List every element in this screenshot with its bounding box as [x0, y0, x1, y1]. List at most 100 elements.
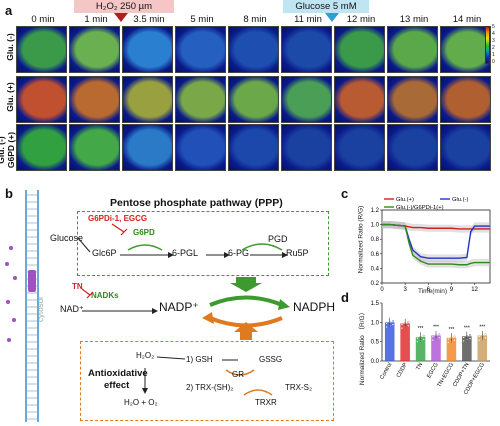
series-line	[382, 223, 490, 266]
time-label: 0 min	[31, 14, 55, 25]
colorbar-tick: 1	[492, 52, 495, 58]
pgd-text: PGD	[268, 234, 288, 244]
microscopy-tile	[281, 124, 332, 171]
data-point	[447, 341, 450, 344]
x-tick-label: 12	[471, 287, 478, 293]
y-tick-label: 0.4	[371, 266, 380, 272]
data-point	[462, 339, 465, 342]
ppp-title: Pentose phosphate pathway (PPP)	[110, 197, 283, 209]
microscopy-tile	[228, 124, 279, 171]
bar	[384, 322, 395, 361]
ppp-box	[77, 211, 329, 276]
microscopy-tile	[334, 26, 385, 73]
bar	[431, 335, 441, 361]
colorbar-tick: 0	[492, 59, 495, 65]
data-point	[422, 338, 425, 341]
microscopy-tile	[440, 26, 491, 73]
data-point	[477, 339, 481, 342]
x-tick-label: 3	[403, 287, 407, 293]
antioxidative-line1: Antioxidative	[88, 368, 148, 379]
legend-label: Glu.(-)	[452, 197, 468, 203]
y-tick-label: 1.0	[371, 320, 380, 326]
nadph-text: NADPH	[293, 300, 336, 314]
microscopy-tile	[175, 26, 226, 73]
data-point	[484, 336, 487, 339]
glucose-dots-icon	[5, 246, 17, 342]
data-point	[400, 327, 404, 330]
colorbar-tick: 3	[492, 38, 495, 44]
data-point	[431, 335, 434, 338]
antioxidative-line2: effect	[104, 380, 130, 391]
microscopy-tile	[69, 76, 120, 123]
microscopy-tile	[334, 124, 385, 171]
panel-b-label: b	[5, 186, 13, 201]
plot-frame	[381, 209, 491, 284]
data-point	[447, 337, 450, 341]
data-point	[385, 322, 388, 325]
panel-c-xlabel: Time(min)	[418, 288, 448, 295]
bar	[400, 323, 410, 361]
bar-chart: 1.51.00.50.0 Control CDDP***TN***EGCG***TN…	[371, 301, 490, 396]
microscopy-tile	[387, 26, 438, 73]
significance-stars: ***	[464, 325, 470, 331]
data-point	[453, 339, 456, 342]
x-tick-label: 9	[450, 287, 454, 293]
y-tick-label: 1.2	[371, 208, 380, 214]
h2o2-text: H₂O₂	[136, 351, 155, 360]
microscopy-tile	[334, 76, 385, 123]
colorbar-tick: 2	[492, 45, 495, 51]
data-point	[400, 323, 404, 326]
microscopy-tile	[440, 124, 491, 171]
nad-text: NAD⁺	[60, 304, 84, 314]
time-label: 3.5 min	[133, 14, 165, 25]
microscopy-tile	[228, 26, 279, 73]
y-tick-label: 0.2	[371, 281, 380, 287]
microscopy-tile	[122, 124, 173, 171]
glc6p-text: Glc6P	[92, 248, 117, 258]
microscopy-tile	[387, 76, 438, 123]
significance-stars: ***	[418, 326, 424, 332]
g6pd-label: G6PD	[133, 228, 155, 237]
microscopy-tile	[228, 76, 279, 123]
data-point	[407, 321, 410, 324]
microscopy-tile	[16, 76, 67, 123]
y-tick-label: 1.5	[371, 301, 380, 307]
error-band	[382, 220, 490, 233]
row-label: Glu. (-) G6PD (+)	[0, 128, 16, 172]
gsh-text: 1) GSH	[186, 355, 213, 364]
category-label: Control	[379, 362, 393, 381]
time-label: 5 min	[190, 14, 214, 25]
colorbar	[485, 26, 490, 64]
data-point	[468, 337, 472, 340]
y-tick-label: 1.0	[371, 223, 380, 229]
category-label: CDDP	[396, 362, 409, 379]
error-band	[382, 220, 490, 269]
trxs2-text: TRX-S₂	[285, 383, 313, 392]
row-label-line: Glu. (-)	[5, 33, 15, 61]
pgl-text: 6-PGL	[172, 248, 199, 258]
data-point	[468, 333, 472, 337]
significance-stars: ***	[479, 325, 485, 331]
microscopy-tile	[175, 124, 226, 171]
microscopy-tile	[281, 76, 332, 123]
microscopy-tile	[440, 76, 491, 123]
glucose-label-box: Glucose 5 mM	[283, 0, 369, 13]
nadp-text: NADP⁺	[159, 300, 199, 314]
cytosol-label: cytosol	[36, 297, 45, 322]
significance-stars: ***	[433, 325, 439, 331]
microscopy-tile	[69, 124, 120, 171]
row-label: Glu. (-)	[5, 25, 15, 69]
h2o2-label: H₂O₂ 250 µm	[95, 1, 153, 12]
trx-text: 2) TRX-(SH)₂	[186, 383, 234, 392]
row-label-line: Glu. (+)	[5, 82, 15, 112]
cell-membrane	[25, 190, 39, 422]
h2o2-arrow-icon	[114, 13, 128, 22]
microscopy-tile	[16, 124, 67, 171]
microscopy-tile	[16, 26, 67, 73]
antioxidant-box	[80, 341, 334, 421]
panel-d-label: d	[341, 290, 349, 305]
time-label: 8 min	[243, 14, 267, 25]
data-point	[416, 337, 419, 340]
h2o-o2-text: H₂O + O₂	[124, 398, 158, 407]
data-point	[385, 325, 388, 329]
